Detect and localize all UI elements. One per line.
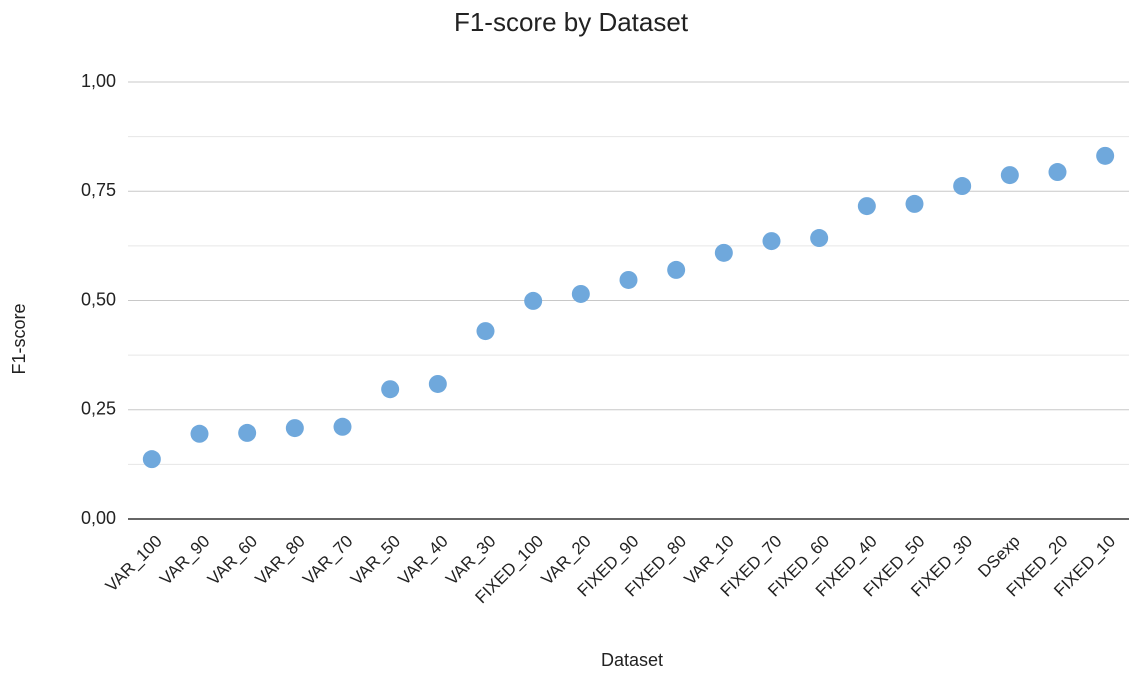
- data-point: [1000, 166, 1019, 185]
- data-point: [381, 380, 400, 399]
- x-tick-label: VAR_90: [156, 532, 213, 589]
- data-point: [333, 417, 352, 436]
- y-tick-label: 0,50: [81, 289, 116, 309]
- x-tick-label: VAR_60: [204, 532, 261, 589]
- data-point: [238, 423, 257, 442]
- data-point: [285, 419, 304, 438]
- data-point: [428, 374, 447, 393]
- x-axis-title: Dataset: [601, 650, 663, 670]
- y-tick-label: 0,75: [81, 180, 116, 200]
- y-axis-title: F1-score: [9, 303, 29, 374]
- data-point: [810, 229, 829, 248]
- data-point: [714, 243, 733, 262]
- data-point: [667, 260, 686, 279]
- x-tick-label: VAR_40: [395, 532, 452, 589]
- data-point: [619, 270, 638, 289]
- y-tick-label: 0,00: [81, 508, 116, 528]
- x-tick-label: VAR_70: [299, 532, 356, 589]
- data-point: [857, 197, 876, 216]
- y-tick-label: 1,00: [81, 71, 116, 91]
- x-tick-label: VAR_50: [347, 532, 404, 589]
- data-point: [762, 232, 781, 251]
- data-point: [190, 424, 209, 443]
- data-point: [571, 284, 590, 303]
- data-point: [524, 291, 543, 310]
- data-point: [905, 194, 924, 213]
- data-point: [142, 450, 161, 469]
- chart-title: F1-score by Dataset: [454, 7, 689, 37]
- data-point: [953, 177, 972, 196]
- data-point: [1048, 163, 1067, 182]
- y-tick-label: 0,25: [81, 399, 116, 419]
- x-tick-label: VAR_100: [102, 532, 166, 596]
- data-point: [1096, 146, 1115, 165]
- x-tick-label: VAR_80: [252, 532, 309, 589]
- data-point: [476, 322, 495, 341]
